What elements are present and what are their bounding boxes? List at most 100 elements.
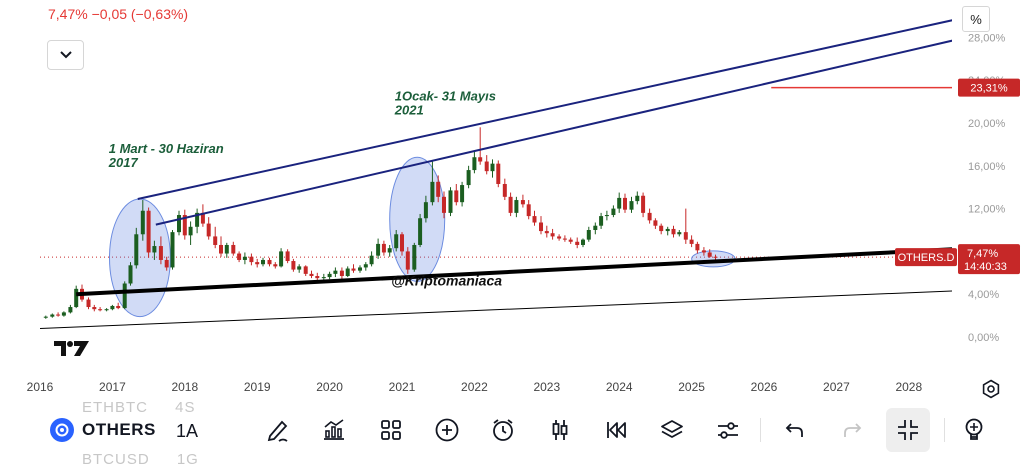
candle-body	[622, 197, 627, 210]
candle-body	[586, 230, 591, 240]
countdown-label: 14:40:33	[964, 261, 1007, 273]
redo-button[interactable]	[838, 416, 866, 444]
candle-body	[213, 236, 218, 245]
support-bold[interactable]	[76, 247, 952, 297]
candle-body	[152, 246, 157, 253]
candles-icon	[552, 420, 568, 440]
timeframe-button[interactable]: 1A	[176, 421, 199, 441]
x-tick-label: 2018	[171, 380, 198, 394]
chart-settings-sliders-button[interactable]	[714, 416, 742, 444]
candle-body	[273, 264, 278, 267]
x-tick-label: 2016	[27, 380, 54, 394]
x-tick-label: 2023	[533, 380, 560, 394]
replay-button[interactable]	[602, 416, 630, 444]
support-thin[interactable]	[40, 290, 952, 329]
add-button[interactable]	[433, 416, 461, 444]
candle-body	[478, 157, 483, 162]
candle-body	[659, 225, 664, 232]
upper-channel-top[interactable]	[137, 19, 953, 200]
upper-channel-bottom[interactable]	[155, 39, 952, 226]
candle-body	[641, 195, 646, 213]
object-tree-button[interactable]	[658, 416, 686, 444]
candle-body	[122, 283, 127, 309]
candle-body	[653, 220, 658, 226]
candle-body	[629, 201, 634, 210]
plus-circle-icon	[435, 418, 459, 442]
indicators-button[interactable]	[320, 416, 348, 444]
candle-body	[56, 314, 61, 316]
candle-body	[249, 256, 254, 263]
symbol-selector[interactable]: OTHERS	[50, 418, 156, 442]
grid-icon	[381, 420, 401, 440]
candle-body	[454, 190, 459, 203]
candle-body	[170, 232, 175, 268]
collapse-legend-button[interactable]	[47, 40, 84, 70]
collapse-icon	[898, 420, 918, 440]
axes: 0,00%4,00%8,00%12,00%16,00%20,00%24,00%2…	[27, 32, 1020, 394]
symbol-above-ghost[interactable]: ETHBTC 4S	[82, 399, 196, 416]
candle-body	[520, 200, 525, 205]
candle-body	[339, 270, 344, 277]
alarm-icon	[493, 419, 513, 441]
trendlines[interactable]	[40, 19, 953, 329]
candle-body	[297, 266, 302, 270]
highlight-ellipses	[109, 156, 736, 318]
candle-body	[423, 202, 428, 219]
current-price-tag	[958, 244, 1020, 275]
x-tick-label: 2019	[244, 380, 271, 394]
candle-body	[514, 200, 519, 213]
percent-scale-button[interactable]: %	[962, 6, 990, 32]
layouts-button[interactable]	[377, 416, 405, 444]
candle-body	[387, 248, 392, 253]
candle-body	[539, 222, 544, 232]
annotation-2021[interactable]: 1Ocak- 31 Mayıs 2021	[394, 89, 496, 118]
candle-body	[237, 253, 242, 260]
ideas-button[interactable]	[960, 416, 988, 444]
candle-body	[303, 266, 308, 274]
sliders-icon	[718, 422, 738, 439]
annotation-line: 2017	[108, 155, 139, 170]
exit-fullscreen-button[interactable]	[886, 408, 930, 452]
x-tick-label: 2026	[751, 380, 778, 394]
candle-body	[611, 208, 616, 216]
chart-type-button[interactable]	[546, 416, 574, 444]
candle-body	[188, 226, 193, 236]
candle-body	[490, 163, 495, 172]
candle-body	[158, 246, 163, 260]
x-tick-label: 2020	[316, 380, 343, 394]
candle-body	[713, 256, 718, 258]
replay-icon	[607, 422, 626, 438]
candle-body	[333, 270, 338, 274]
candle-body	[665, 228, 670, 232]
indicators-icon	[324, 419, 344, 440]
undo-button[interactable]	[781, 416, 809, 444]
upper-price-tag	[958, 78, 1020, 97]
drawing-tools-button[interactable]	[264, 416, 292, 444]
symbol-logo-icon	[50, 418, 74, 442]
candle-body	[219, 244, 223, 254]
candle-body	[484, 161, 489, 172]
candle-body	[412, 244, 417, 270]
candle-body	[255, 262, 260, 265]
candles	[43, 127, 718, 319]
y-tick-label: 4,00%	[968, 289, 999, 301]
candle-body	[544, 231, 549, 234]
redo-icon	[844, 423, 862, 437]
candle-body	[61, 312, 66, 316]
annotation-2017[interactable]: 1 Mart - 30 Haziran 2017	[108, 141, 224, 170]
settings-icon	[982, 379, 1000, 399]
chart-settings-button[interactable]	[980, 378, 1002, 400]
y-tick-label: 12,00%	[968, 204, 1006, 216]
candle-body	[327, 273, 332, 278]
annotation-line: 1Ocak- 31 Mayıs	[395, 89, 496, 104]
candle-body	[43, 316, 48, 318]
ellipse-2021[interactable]	[389, 156, 446, 282]
candle-body	[418, 218, 423, 245]
candle-body	[200, 212, 205, 224]
alerts-button[interactable]	[489, 416, 517, 444]
candle-body	[400, 234, 404, 252]
candle-body	[436, 181, 441, 197]
candle-body	[532, 216, 537, 223]
candle-body	[231, 244, 236, 254]
